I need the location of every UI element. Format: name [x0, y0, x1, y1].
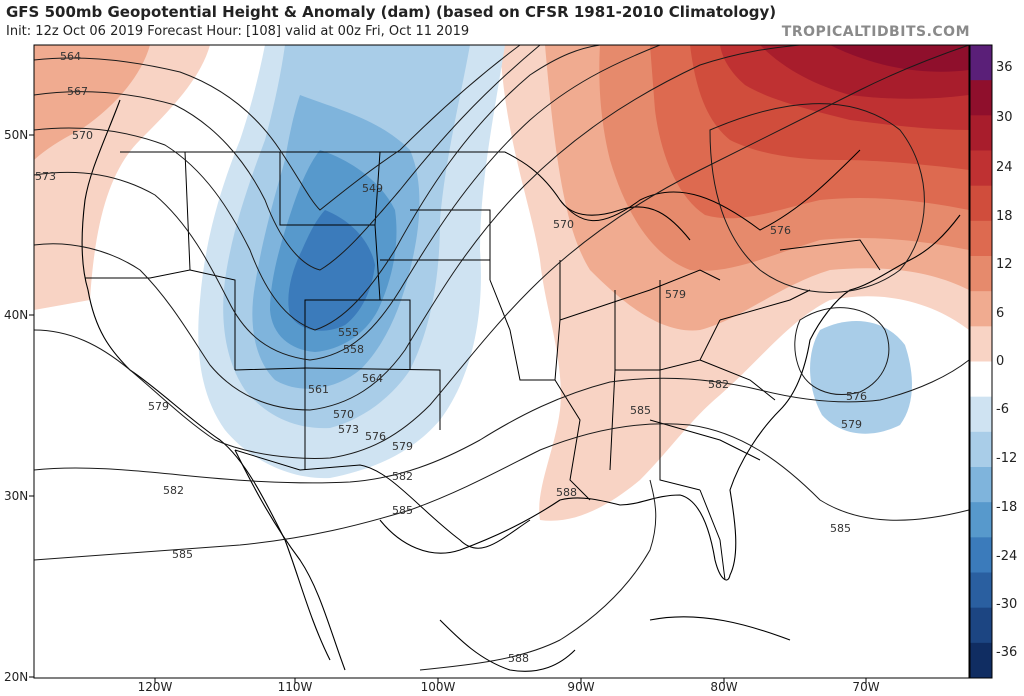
colorbar-label: 12 — [996, 257, 1013, 272]
colorbar-label: -24 — [996, 549, 1018, 564]
lon-label: 120W — [137, 680, 173, 694]
colorbar-segment — [970, 396, 992, 433]
contour-labels: 564 567 570 573 579 582 585 549 555 558 … — [35, 50, 867, 665]
political-borders — [85, 149, 881, 581]
contour-label: 576 — [846, 390, 867, 403]
contour-label: 585 — [830, 522, 851, 535]
contour-label: 564 — [362, 372, 383, 385]
contour-label: 549 — [362, 182, 383, 195]
contour-label: 555 — [338, 326, 359, 339]
colorbar-label: -6 — [996, 402, 1009, 417]
colorbar-segment — [970, 45, 992, 81]
colorbar-segment — [970, 467, 992, 503]
cold-anomaly-field — [198, 45, 912, 479]
colorbar-frame — [969, 44, 993, 679]
contour-label: 564 — [60, 50, 81, 63]
colorbar-label: -36 — [996, 645, 1018, 660]
colorbar-segment — [970, 220, 992, 257]
colorbar-segment — [970, 326, 992, 362]
contour-label: 588 — [556, 486, 577, 499]
contour-label: 585 — [172, 548, 193, 561]
map-frame — [33, 44, 970, 679]
lon-label: 80W — [710, 680, 738, 694]
contour-label: 582 — [163, 484, 184, 497]
brand-watermark: TROPICALTIDBITS.COM — [781, 24, 970, 40]
coastlines — [81, 99, 961, 672]
contour-label: 573 — [35, 170, 56, 183]
contour-label: 585 — [392, 504, 413, 517]
lon-label: 70W — [852, 680, 880, 694]
contour-label: 582 — [708, 378, 729, 391]
contour-label: 579 — [841, 418, 862, 431]
lon-label: 90W — [567, 680, 595, 694]
contour-label: 558 — [343, 343, 364, 356]
contour-label: 567 — [67, 85, 88, 98]
lat-label: 50N — [4, 128, 29, 142]
contour-label: 570 — [553, 218, 574, 231]
contour-label: 573 — [338, 423, 359, 436]
contour-label: 579 — [148, 400, 169, 413]
colorbar-label: -30 — [996, 597, 1018, 612]
contour-label: 576 — [365, 430, 386, 443]
colorbar-label: -18 — [996, 500, 1018, 515]
lat-label: 40N — [4, 308, 29, 322]
colorbar-label: -12 — [996, 451, 1018, 466]
colorbar-segment — [970, 361, 992, 398]
map-title: GFS 500mb Geopotential Height & Anomaly … — [6, 3, 777, 21]
contour-label: 570 — [72, 129, 93, 142]
colorbar-segment — [970, 185, 992, 222]
contour-label: 582 — [392, 470, 413, 483]
height-contours — [33, 44, 970, 671]
warm-anomaly-field — [34, 45, 969, 521]
colorbar-segment — [970, 502, 992, 538]
map-subtitle: Init: 12z Oct 06 2019 Forecast Hour: [10… — [6, 24, 470, 39]
lat-label: 30N — [4, 489, 29, 503]
colorbar-segment — [970, 80, 992, 116]
colorbar-label: 0 — [996, 354, 1005, 369]
colorbar-segment — [970, 115, 992, 151]
contour-label: 585 — [630, 404, 651, 417]
contour-label: 561 — [308, 383, 329, 396]
colorbar-segment — [970, 431, 992, 468]
colorbar — [970, 45, 992, 679]
colorbar-segment — [970, 291, 992, 327]
colorbar-segment — [970, 607, 992, 644]
contour-label: 579 — [392, 440, 413, 453]
contour-label: 579 — [665, 288, 686, 301]
lon-label: 100W — [420, 680, 456, 694]
colorbar-segment — [970, 537, 992, 573]
colorbar-label: 36 — [996, 60, 1013, 75]
colorbar-label: 18 — [996, 209, 1013, 224]
colorbar-segment — [970, 642, 992, 679]
colorbar-label: 24 — [996, 160, 1013, 175]
axis-ticks — [29, 134, 867, 683]
colorbar-label: 6 — [996, 306, 1005, 321]
colorbar-segment — [970, 256, 992, 292]
contour-label: 588 — [508, 652, 529, 665]
lon-label: 110W — [277, 680, 313, 694]
lat-label: 20N — [4, 670, 29, 684]
contour-label: 570 — [333, 408, 354, 421]
contour-label: 576 — [770, 224, 791, 237]
colorbar-segment — [970, 572, 992, 609]
colorbar-segment — [970, 150, 992, 187]
colorbar-label: 30 — [996, 110, 1013, 125]
